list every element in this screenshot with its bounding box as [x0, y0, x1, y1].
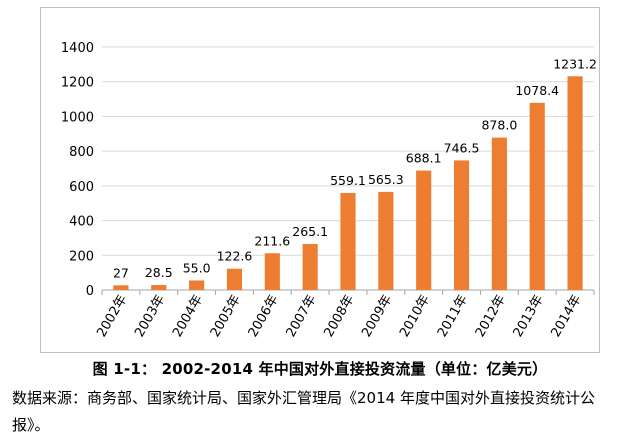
data-label: 265.1 [292, 224, 328, 239]
bar [567, 76, 583, 290]
bar [113, 285, 129, 290]
y-tick-label: 400 [69, 215, 94, 230]
x-tick-label: 2007年 [284, 293, 320, 340]
bar [226, 268, 243, 290]
x-tick-label: 2003年 [132, 293, 168, 340]
data-label: 27 [113, 265, 129, 280]
figure-caption: 图 1-1： 2002-2014 年中国对外直接投资流量（单位：亿美元） [92, 360, 548, 378]
y-tick-label: 1400 [61, 41, 94, 56]
y-tick-label: 800 [69, 145, 94, 160]
x-tick-label: 2014年 [549, 293, 585, 340]
data-label: 28.5 [145, 265, 173, 280]
bar [453, 160, 470, 290]
x-tick-label: 2009年 [359, 293, 395, 340]
x-tick-label: 2010年 [397, 293, 433, 340]
data-label: 746.5 [444, 140, 480, 155]
x-tick-label: 2004年 [170, 293, 206, 340]
x-tick-label: 2008年 [321, 293, 357, 340]
bar [264, 253, 280, 290]
y-tick-label: 1000 [61, 110, 94, 125]
x-tick-label: 2002年 [94, 293, 130, 340]
chart-frame: 0 200 400 600 800 1000 1200 1400 27 2002年 28.5 2003… [40, 7, 600, 353]
bar [340, 192, 356, 290]
x-tick-label: 2012年 [473, 293, 509, 340]
x-tick-label: 2006年 [246, 293, 282, 340]
bar-chart: 0 200 400 600 800 1000 1200 1400 27 2002年 28.5 2003… [61, 41, 597, 340]
bar [378, 191, 394, 290]
source-note: 数据来源：商务部、国家统计局、国家外汇管理局《2014 年度中国对外直接投资统计… [12, 389, 595, 434]
data-label: 878.0 [481, 118, 517, 133]
data-label: 211.6 [254, 233, 290, 248]
x-tick-label: 2013年 [511, 293, 547, 340]
x-tick-label: 2011年 [435, 293, 471, 340]
y-tick-label: 0 [86, 284, 94, 299]
bar [529, 102, 545, 290]
y-tick-label: 200 [69, 249, 94, 264]
bar [189, 280, 205, 290]
bar [491, 137, 507, 290]
data-label: 1231.2 [553, 56, 597, 71]
y-tick-label: 1200 [61, 76, 94, 91]
bar [416, 170, 432, 290]
data-label: 565.3 [368, 172, 404, 187]
data-label: 1078.4 [515, 83, 559, 98]
x-tick-label: 2005年 [208, 293, 244, 340]
y-tick-label: 600 [69, 180, 94, 195]
bar [302, 243, 318, 290]
data-label: 55.0 [183, 260, 211, 275]
data-label: 688.1 [406, 151, 442, 166]
data-label: 122.6 [217, 249, 253, 264]
bar [151, 285, 167, 290]
data-label: 559.1 [330, 173, 366, 188]
